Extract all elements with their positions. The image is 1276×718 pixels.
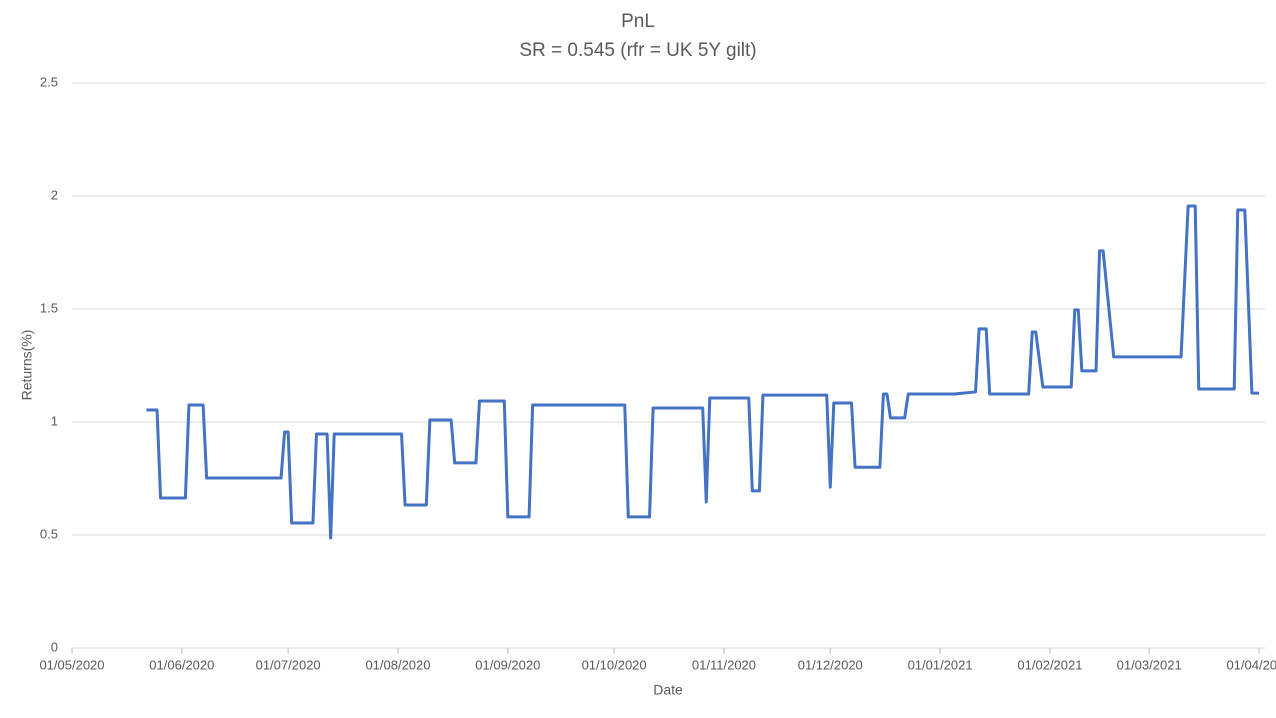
chart-title: PnL [621, 11, 655, 32]
x-tick-label: 01/09/2020 [475, 657, 540, 672]
x-tick-label: 01/06/2020 [149, 657, 214, 672]
x-tick-label: 01/10/2020 [582, 657, 647, 672]
y-tick-label: 0.5 [40, 526, 58, 541]
x-tick-label: 01/11/2020 [692, 657, 756, 672]
y-axis-title: Returns(%) [19, 330, 35, 401]
x-tick-label: 01/05/2020 [39, 657, 104, 672]
y-tick-label: 1 [51, 413, 58, 428]
x-tick-label: 01/01/2021 [908, 657, 973, 672]
x-tick-label: 01/12/2020 [798, 657, 863, 672]
x-axis-title: Date [653, 682, 683, 698]
x-tick-label: 01/03/2021 [1117, 657, 1182, 672]
x-tick-label: 01/02/2021 [1017, 657, 1082, 672]
x-tick-label: 01/07/2020 [256, 657, 321, 672]
data-line [146, 204, 1259, 540]
y-tick-label: 2.5 [40, 74, 58, 89]
x-tick-label: 01/04/2021 [1226, 657, 1276, 672]
x-tick-label: 01/08/2020 [365, 657, 430, 672]
y-tick-label: 1.5 [40, 300, 58, 315]
y-tick-label: 2 [51, 187, 58, 202]
chart-subtitle: SR = 0.545 (rfr = UK 5Y gilt) [519, 40, 756, 61]
y-tick-label: 0 [51, 639, 58, 654]
